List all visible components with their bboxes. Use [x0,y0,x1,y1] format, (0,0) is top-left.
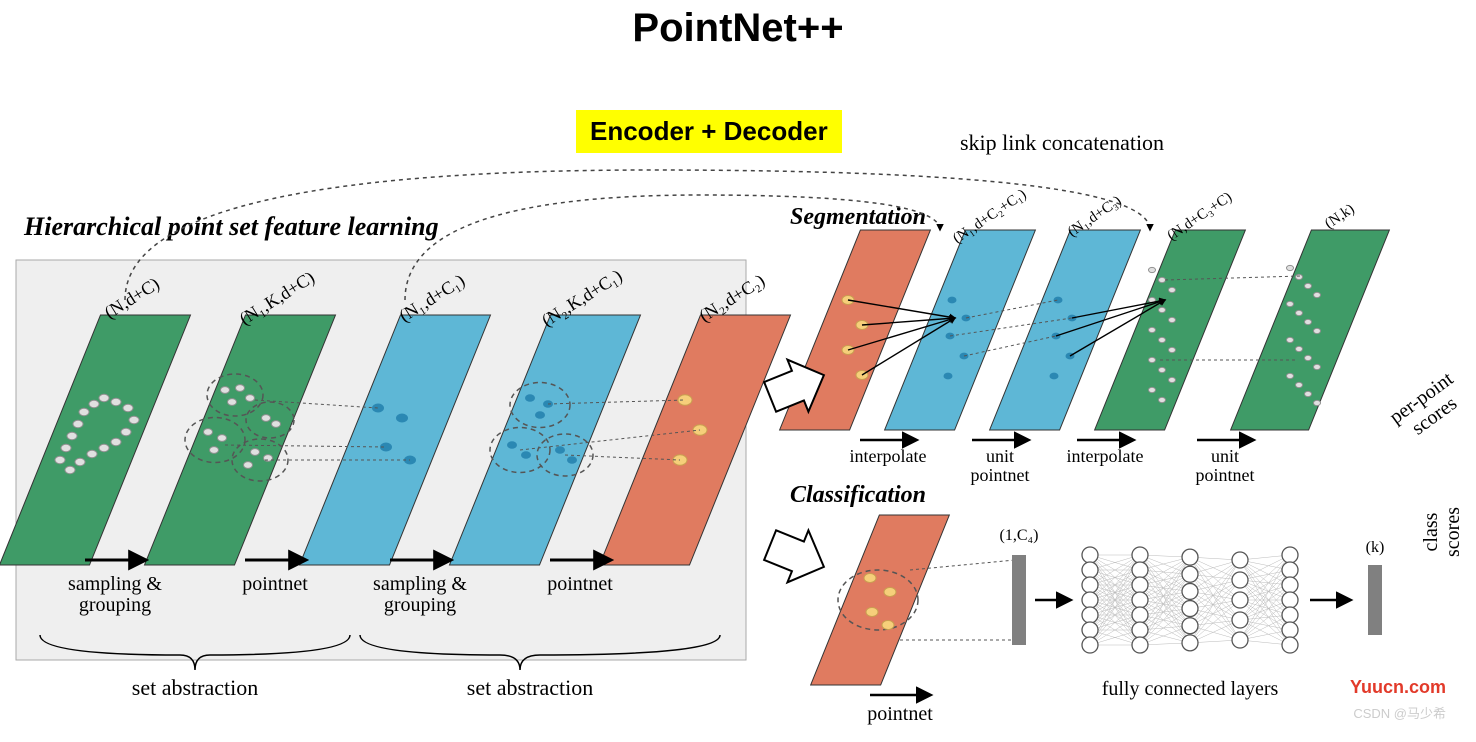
class-scores-label: class scores [1420,504,1464,560]
brace-1-label: set abstraction [132,675,258,700]
big-arrow-cls [760,519,835,593]
svg-text:sampling &grouping: sampling &grouping [373,573,467,616]
svg-text:interpolate: interpolate [850,446,927,466]
svg-text:interpolate: interpolate [1067,446,1144,466]
svg-text:pointnet: pointnet [242,573,308,595]
svg-text:fully connected layers: fully connected layers [1102,678,1279,700]
svg-text:pointnet: pointnet [547,573,613,595]
svg-text:unitpointnet: unitpointnet [971,446,1030,485]
architecture-diagram: (N,d+C)(N₁,K,d+C)(N₁,d+C₁)(N₂,K,d+C₁)(N₂… [0,0,1476,742]
brace-2-label: set abstraction [467,675,593,700]
svg-text:pointnet: pointnet [867,703,933,725]
svg-text:(k): (k) [1366,539,1385,556]
svg-text:unitpointnet: unitpointnet [1196,446,1255,485]
svg-text:(1,C₄): (1,C₄) [1000,527,1039,544]
watermark: Yuucn.com [1350,677,1446,698]
csdn-attribution: CSDN @马少希 [1353,703,1446,722]
svg-text:sampling &grouping: sampling &grouping [68,573,162,616]
svg-text:(N,k): (N,k) [1322,201,1358,232]
